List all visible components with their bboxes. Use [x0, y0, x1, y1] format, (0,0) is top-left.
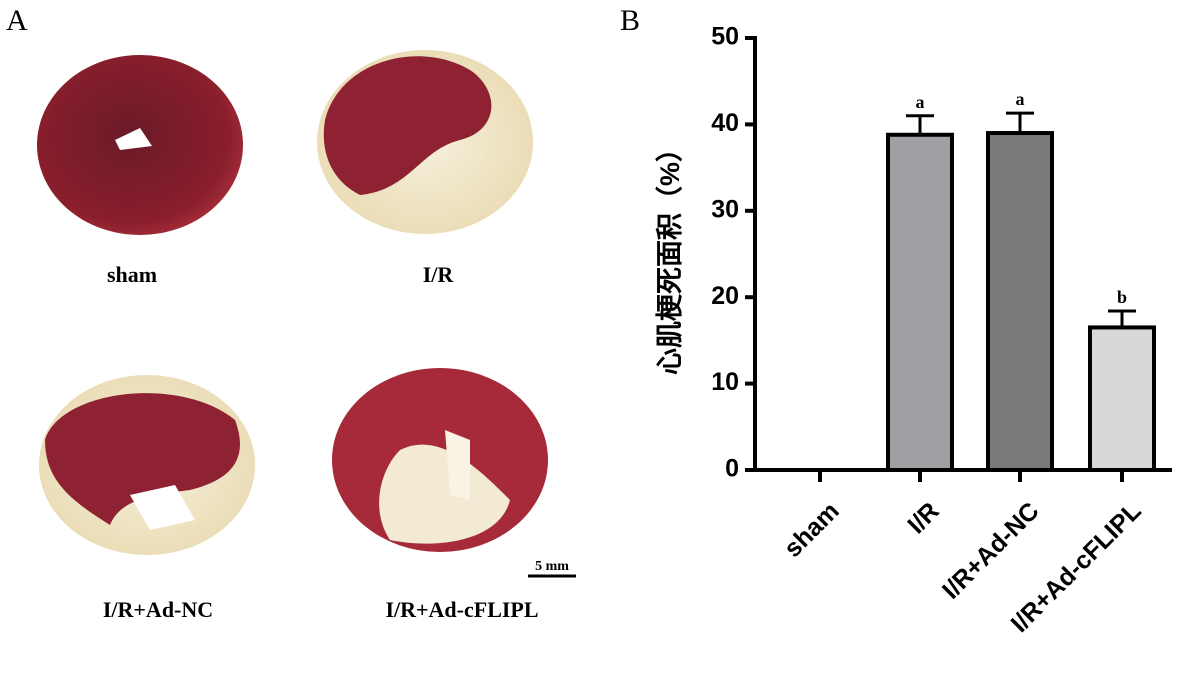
photo-label: I/R+Ad-NC [103, 597, 213, 622]
x-tick-label: sham [779, 497, 845, 563]
y-tick-label: 50 [711, 23, 739, 51]
x-tick-label: I/R [902, 497, 944, 539]
y-tick-label: 20 [711, 282, 739, 310]
panel-label: A [6, 4, 28, 37]
scale-bar-label: 5 mm [535, 559, 569, 574]
y-tick-label: 40 [711, 109, 739, 137]
bar [886, 132, 954, 472]
x-tick-label: I/R+Ad-NC [937, 497, 1045, 605]
heart-photo [39, 375, 255, 555]
heart-photo [37, 55, 243, 235]
y-axis-label: 心肌梗死面积（%） [655, 135, 685, 375]
photo-label: I/R+Ad-cFLIPL [385, 597, 538, 622]
y-tick-label: 0 [725, 455, 739, 483]
significance-label: a [916, 92, 925, 112]
significance-label: b [1117, 287, 1127, 307]
bar [1088, 325, 1156, 472]
photo-label: sham [107, 262, 157, 287]
y-tick-label: 10 [711, 368, 739, 396]
y-tick-label: 30 [711, 195, 739, 223]
panel-label: B [620, 4, 640, 37]
heart-photo [332, 368, 548, 552]
photo-label: I/R [423, 262, 455, 287]
heart-photo [317, 50, 533, 234]
significance-label: a [1016, 89, 1025, 109]
bar [986, 131, 1054, 472]
